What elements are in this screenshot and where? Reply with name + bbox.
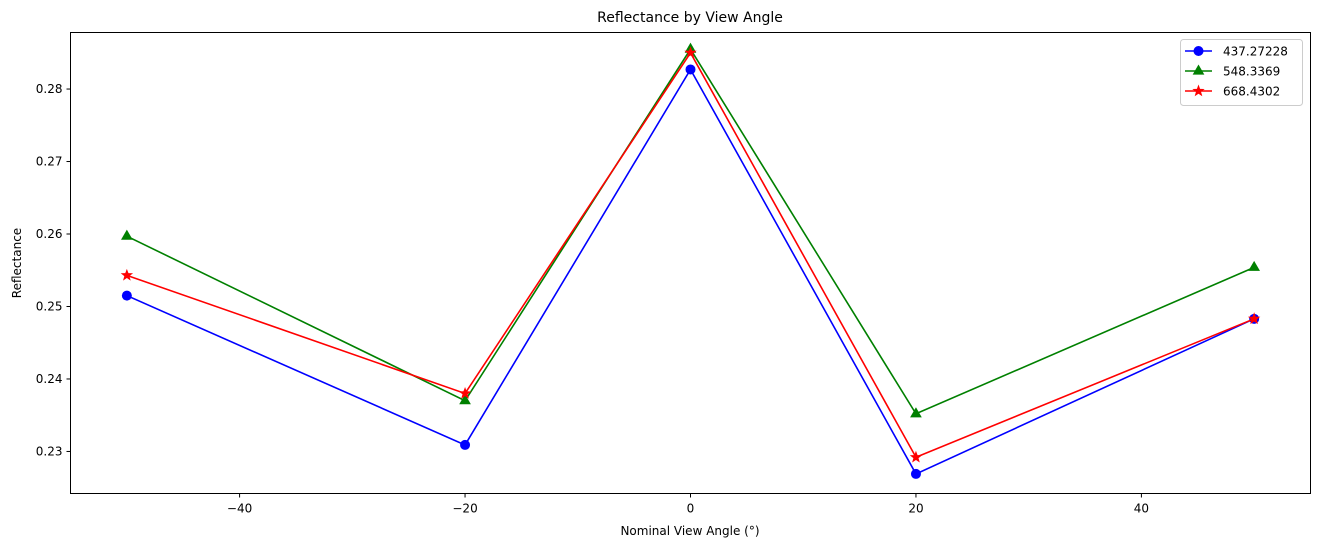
plot-series [120,42,1261,479]
triangle-marker [1192,64,1205,75]
chart-title: Reflectance by View Angle [597,10,783,26]
circle-marker [1193,46,1204,56]
legend-label: 668.4302 [1223,85,1280,99]
x-tick-label: −20 [452,502,477,516]
circle-marker [910,468,921,479]
circle-marker [685,64,696,75]
x-tick-label: 0 [687,502,695,516]
y-tick-label: 0.26 [36,227,63,241]
x-tick-label: 20 [908,502,923,516]
triangle-marker [121,229,133,240]
y-tick-label: 0.24 [36,372,63,386]
legend-item: 548.3369 [1185,64,1280,79]
x-axis-label: Nominal View Angle (°) [620,524,759,538]
x-axis: −40 −20 0 20 40 [227,493,1149,516]
star-marker [1247,312,1261,325]
y-axis: 0.23 0.24 0.25 0.26 0.27 0.28 [36,82,71,458]
legend-label: 437.27228 [1223,45,1288,59]
triangle-marker [910,407,922,418]
star-marker [458,386,472,399]
triangle-marker [1248,260,1260,271]
circle-marker [460,439,471,450]
star-marker [684,46,697,59]
star-marker [1192,84,1205,97]
y-tick-label: 0.27 [36,155,63,169]
series-line [126,47,1255,415]
series-line [126,67,1255,475]
triangle-marker [459,394,471,405]
y-tick-label: 0.25 [36,299,63,313]
x-tick-label: 40 [1134,502,1149,516]
series-548.3369 [121,42,1260,418]
series-437.27228 [121,64,1260,479]
legend-box [1180,39,1303,106]
series-668.4302 [120,46,1261,463]
y-axis-label: Reflectance [10,228,24,298]
y-tick-label: 0.23 [36,444,63,458]
star-marker [120,268,134,281]
star-marker [909,450,923,463]
legend-item: 668.4302 [1185,84,1280,99]
legend-label: 548.3369 [1223,65,1280,79]
x-tick-label: −40 [227,502,252,516]
y-tick-label: 0.28 [36,82,63,96]
circle-marker [121,290,132,301]
plot-frame [70,32,1311,494]
legend-item: 437.27228 [1185,45,1288,59]
legend: 437.27228 548.3369 668.4302 [1180,39,1303,106]
